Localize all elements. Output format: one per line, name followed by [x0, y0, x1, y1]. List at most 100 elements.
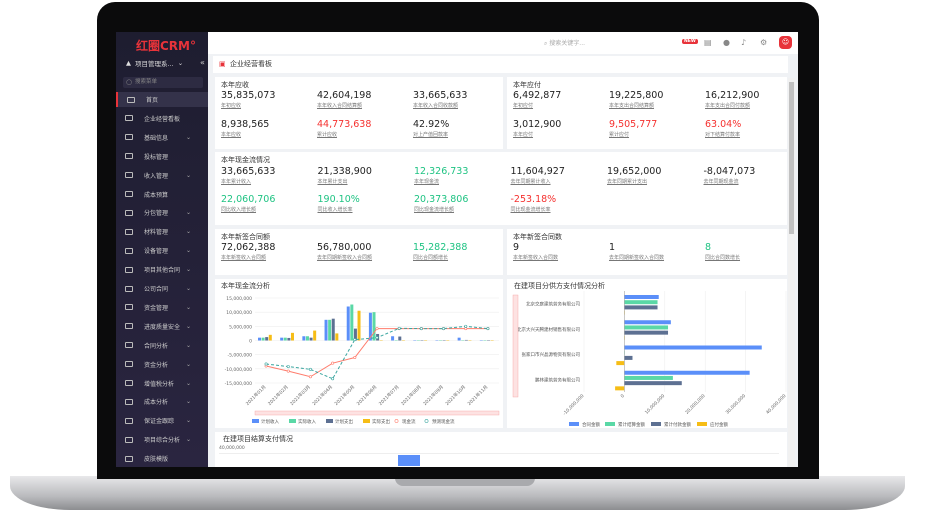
bar-合同金额 — [624, 320, 671, 325]
bar-合同金额 — [624, 295, 659, 299]
stat-label[interactable]: 年初应收 — [221, 103, 242, 109]
stat-label[interactable]: 对上产值回款率 — [413, 132, 449, 138]
sidebar-item[interactable]: 公司合同 ⌄ — [116, 281, 208, 296]
stat-label[interactable]: 本年支出合同付款额 — [705, 103, 751, 109]
card-receivable: 本年应收 35,835,073 年初应收 42,604,198 本年收入合同结算额 33,… — [215, 77, 503, 149]
message-icon[interactable]: ● — [723, 38, 730, 47]
stat-label[interactable]: 本年新签收入合同数 — [513, 255, 559, 261]
stat-label[interactable]: 本年应收 — [221, 132, 242, 138]
stat-label[interactable]: 去年同期累计收入 — [510, 179, 551, 185]
new-badge[interactable]: NEW — [682, 39, 698, 44]
stat-label[interactable]: 去年同期现金流 — [703, 179, 739, 185]
sidebar-item[interactable]: 成本分析 ⌄ — [116, 394, 208, 409]
avatar[interactable]: ☺ — [779, 36, 792, 49]
sidebar-item[interactable]: 皮肤模版 — [116, 451, 208, 466]
stat: 19,225,800 本年支出合同结算额 — [609, 90, 663, 109]
stat-label[interactable]: 去年同期新签收入合同额 — [317, 255, 373, 261]
x-tick-label: -10,000,000 — [562, 393, 586, 417]
scrollbar-thumb[interactable] — [789, 82, 794, 234]
global-search[interactable]: ⌕ 搜索关键字... — [544, 40, 586, 47]
data-zoom-slider[interactable] — [254, 410, 500, 416]
bar-计划收入 — [302, 336, 306, 341]
sidebar-item-label: 进度质量安全 — [144, 323, 181, 331]
sidebar-item[interactable]: 项目综合分析 ⌄ — [116, 432, 208, 447]
data-zoom-slider[interactable] — [512, 294, 519, 398]
stat-label[interactable]: 同比收入增长额 — [221, 207, 257, 213]
sidebar-item[interactable]: 材料管理 ⌄ — [116, 224, 208, 239]
card-title: 本年新签合同数 — [513, 233, 562, 241]
legend-swatch — [651, 422, 661, 426]
stat: 8 同比合同数增长 — [705, 242, 740, 261]
chart-title: 在建项目分供方支付情况分析 — [514, 281, 605, 290]
legend-label: 合同金额 — [582, 421, 600, 428]
stat-value: 19,225,800 — [609, 90, 664, 101]
sidebar-item-label: 保证金跟踪 — [144, 418, 175, 426]
point-预测现金流 — [375, 336, 379, 340]
stat-label[interactable]: 去年同期新签收入合同数 — [609, 255, 665, 261]
sidebar-item[interactable]: 基础信息 ⌄ — [116, 130, 208, 145]
collapse-icon[interactable]: « — [200, 58, 205, 67]
menu-icon — [125, 134, 133, 141]
bell-icon[interactable]: ♪ — [741, 38, 747, 47]
sidebar-item[interactable]: 合同分析 ⌄ — [116, 338, 208, 353]
stat-label[interactable]: 累计应付 — [609, 132, 630, 138]
legend-label: 实际收入 — [298, 418, 316, 425]
stat-label[interactable]: 对下结算付款率 — [705, 132, 741, 138]
stat-label[interactable]: 本年新签收入合同额 — [221, 255, 267, 261]
stat-label[interactable]: 累计应收 — [317, 132, 338, 138]
sidebar-item[interactable]: 保证金跟踪 ⌄ — [116, 413, 208, 428]
sidebar-item[interactable]: 企业经营看板 — [116, 111, 208, 126]
sidebar-item[interactable]: 分包管理 ⌄ — [116, 205, 208, 220]
stat-label[interactable]: 同比现金流增长额 — [414, 207, 455, 213]
document-icon[interactable]: ▤ — [704, 38, 712, 47]
sidebar-item[interactable]: 收入管理 ⌄ — [116, 168, 208, 183]
stat-value: -8,047,073 — [703, 166, 756, 177]
menu-icon — [125, 304, 133, 311]
menu-icon — [125, 398, 133, 405]
sidebar-item[interactable]: 增值税分析 ⌄ — [116, 376, 208, 391]
stat-label[interactable]: 本年收入合同结算额 — [317, 103, 363, 109]
menu-search-input[interactable]: ○ 搜索菜单 — [123, 77, 203, 88]
settlement-title: 在建项目结算支付情况 — [223, 435, 293, 443]
stat-label[interactable]: 同比合同数增长 — [705, 255, 741, 261]
sidebar-item[interactable]: 项目其他合同 ⌄ — [116, 262, 208, 277]
x-tick-label: 2021年04月 — [311, 383, 334, 406]
bar-应付金额 — [616, 361, 625, 366]
sidebar-item[interactable]: 成本预算 — [116, 187, 208, 202]
bar-合同金额 — [624, 345, 762, 350]
card-contract-count: 本年新签合同数 9 本年新签收入合同数 1 去年同期新签收入合同数 8 同比合同数增长 — [507, 229, 787, 275]
scrollbar[interactable] — [788, 78, 795, 467]
cashflow-chart: 本年现金流分析 15,000,000 10,000,000 5,000,000 0 -5,… — [221, 281, 500, 425]
project-selector[interactable]: ▲ 项目管理系... ⌄ — [126, 58, 183, 68]
menu-icon — [125, 191, 133, 197]
stat-label[interactable]: 同比现金流增长率 — [510, 207, 551, 213]
bar-实际收入 — [328, 319, 332, 341]
stat-label[interactable]: 去年同期累计支出 — [607, 179, 648, 185]
stat-label[interactable]: 本年应付 — [513, 132, 534, 138]
stat-label[interactable]: 本年累计支出 — [317, 179, 348, 185]
gear-icon[interactable]: ⚙ — [760, 38, 768, 47]
sidebar-item[interactable]: 资金管理 ⌄ — [116, 300, 208, 315]
chevron-down-icon: ⌄ — [186, 133, 192, 141]
sidebar-item[interactable]: 投标管理 — [116, 149, 208, 164]
stat-label[interactable]: 同比收入增长率 — [317, 207, 353, 213]
stat-label[interactable]: 同比合同额增长 — [413, 255, 449, 261]
sidebar-item[interactable]: 进度质量安全 ⌄ — [116, 319, 208, 334]
stat-label[interactable]: 年初应付 — [513, 103, 534, 109]
stat-label[interactable]: 本年支出合同结算额 — [609, 103, 655, 109]
sidebar-item[interactable]: 资金分析 ⌄ — [116, 357, 208, 372]
bar-应付金额 — [615, 386, 625, 391]
stat-value: 9 — [513, 242, 520, 253]
sidebar-item[interactable]: 设备管理 ⌄ — [116, 243, 208, 258]
logo: 红圈CRM° — [136, 39, 196, 53]
sidebar-item[interactable]: 首页 — [116, 92, 208, 107]
chevron-down-icon: ⌄ — [186, 209, 192, 217]
stat-label[interactable]: 本年现金流 — [414, 179, 440, 185]
stat: 19,652,000 去年同期累计支出 — [607, 166, 661, 185]
card-title: 本年应付 — [513, 81, 541, 89]
menu-icon — [125, 266, 133, 273]
stat-label[interactable]: 本年收入合同收款额 — [413, 103, 459, 109]
stat-value: 8,938,565 — [221, 119, 270, 130]
stat-value: 22,060,706 — [221, 194, 276, 205]
stat-label[interactable]: 本年累计收入 — [221, 179, 252, 185]
